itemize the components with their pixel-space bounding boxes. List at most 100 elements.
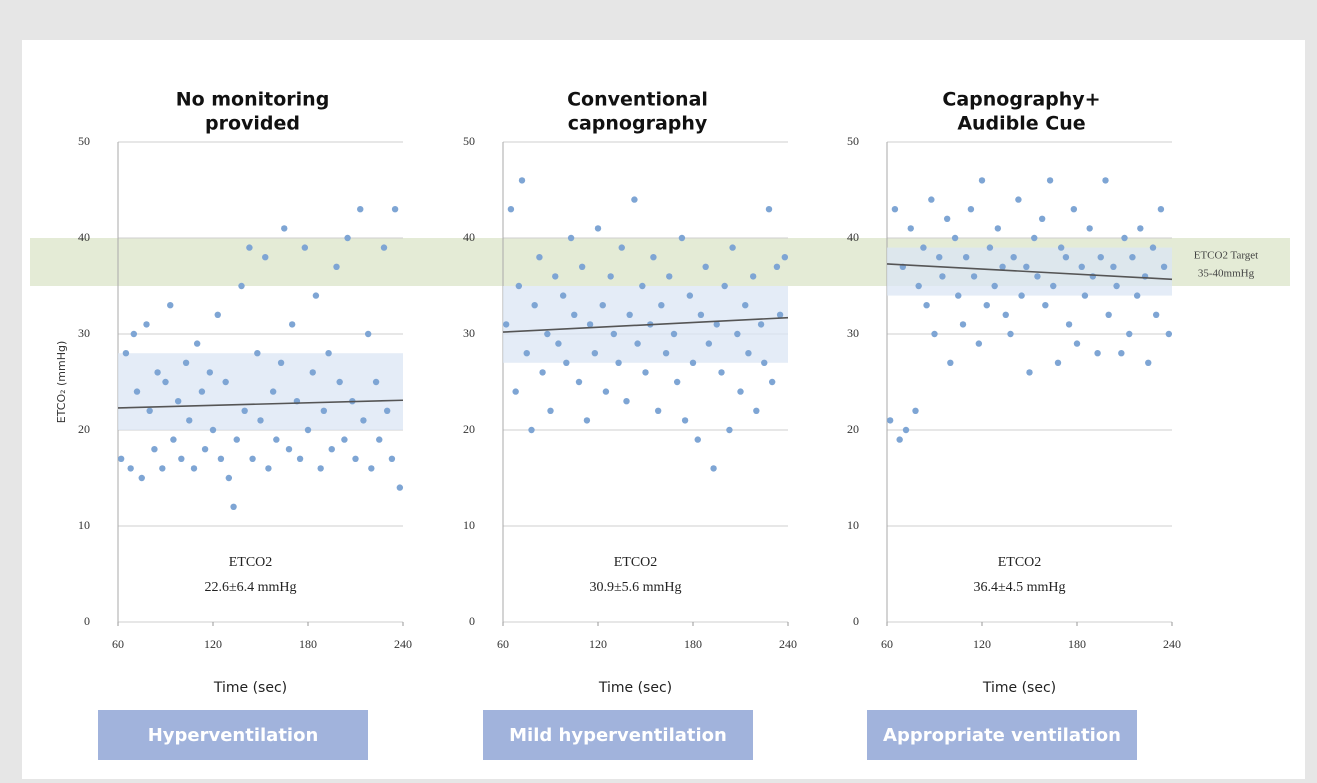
data-point [246,244,253,251]
data-point [391,206,399,213]
data-point [1023,263,1030,270]
data-point [336,378,343,386]
data-point [658,302,665,309]
data-point [615,359,622,366]
annotation: 30.9±5.6 mmHg [589,580,681,595]
data-point [523,350,530,357]
data-point [1007,330,1014,338]
data-point [285,446,293,453]
y-axis-label: ETCO₂ (mmHg) [55,341,68,424]
x-tick-label: 180 [684,637,702,651]
data-point [352,455,359,462]
data-point [781,254,789,261]
y-tick-label: 0 [853,614,859,628]
data-point [975,340,983,347]
annotation: ETCO2 [229,555,273,570]
data-point [610,330,618,338]
data-point [209,426,217,434]
data-point [943,215,951,222]
data-point [547,407,554,414]
data-point [117,455,125,462]
data-point [983,302,990,309]
data-point [1073,340,1081,347]
data-point [277,359,285,366]
data-point [301,244,309,251]
data-point [902,426,910,434]
data-point [143,321,150,328]
data-point [1057,244,1065,251]
data-point [737,388,744,395]
data-point [178,455,185,462]
data-point [320,407,328,414]
data-point [528,426,535,434]
data-point [896,436,903,443]
data-point [1097,254,1104,261]
data-point [146,407,153,414]
annotation: ETCO2 [614,555,658,570]
data-point [721,282,728,290]
data-point [1129,254,1136,261]
data-point [563,359,570,366]
annotation: 36.4±4.5 mmHg [973,580,1065,595]
data-point [257,417,264,424]
data-point [555,340,562,347]
verdict-box [98,710,368,760]
trend-line [886,263,1173,281]
data-point [689,359,697,366]
data-point [705,340,713,347]
data-point [594,225,602,232]
data-point [1137,225,1144,232]
data-point [586,321,594,328]
data-point [1118,350,1125,357]
data-point [170,436,177,443]
data-point [368,465,375,472]
data-point [1105,311,1112,318]
data-point [198,388,206,395]
data-point [360,417,367,424]
data-point [1042,302,1049,309]
x-axis-label: Time (sec) [598,680,672,696]
data-point [265,465,272,472]
data-point [544,330,551,338]
data-point [670,330,678,338]
data-point [607,273,614,280]
data-point [1160,263,1168,270]
y-tick-label: 50 [847,134,859,148]
data-point [201,446,209,453]
y-tick-label: 50 [463,134,475,148]
panel-title: Capnography+ [942,89,1100,111]
data-point [955,292,962,299]
y-tick-label: 40 [463,230,475,244]
data-point [507,206,515,213]
data-point [761,359,768,366]
data-point [891,206,899,213]
data-point [1149,244,1157,251]
data-point [634,340,641,347]
data-point [729,244,736,251]
data-point [765,206,773,213]
data-point [567,234,575,242]
data-point [575,378,583,386]
data-point [618,244,625,251]
data-point [757,321,765,328]
data-point [1015,196,1022,203]
y-tick-label: 10 [463,518,475,532]
x-tick-label: 60 [112,637,124,651]
data-point [678,234,686,242]
data-point [190,465,198,472]
data-point [518,177,526,184]
x-tick-label: 120 [973,637,991,651]
data-point [288,321,296,328]
data-point [531,302,538,309]
data-point [967,206,975,213]
data-point [182,359,190,366]
data-point [734,330,741,338]
data-point [512,388,519,395]
data-point [623,398,630,405]
data-point [122,350,130,357]
y-tick-label: 10 [78,518,90,532]
data-point [999,263,1006,270]
data-point [991,282,998,290]
data-point [154,369,161,376]
x-tick-label: 240 [394,637,412,651]
